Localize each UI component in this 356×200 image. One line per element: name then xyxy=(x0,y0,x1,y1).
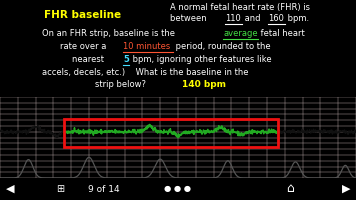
Text: ● ● ●: ● ● ● xyxy=(164,184,192,194)
Text: 9 of 14: 9 of 14 xyxy=(88,184,120,194)
Text: ⌂: ⌂ xyxy=(286,182,294,196)
Text: average: average xyxy=(223,29,258,38)
Text: and: and xyxy=(242,14,263,23)
Text: period, rounded to the: period, rounded to the xyxy=(173,42,271,51)
Text: ▶: ▶ xyxy=(342,184,350,194)
Text: nearest: nearest xyxy=(72,55,107,64)
Text: 110: 110 xyxy=(225,14,241,23)
Text: between: between xyxy=(170,14,209,23)
Bar xyxy=(64,119,278,147)
Text: bpm.: bpm. xyxy=(285,14,309,23)
Text: ◀: ◀ xyxy=(6,184,14,194)
Text: fetal heart: fetal heart xyxy=(258,29,305,38)
Text: bpm, ignoring other features like: bpm, ignoring other features like xyxy=(130,55,272,64)
Text: accels, decels, etc.)    What is the baseline in the: accels, decels, etc.) What is the baseli… xyxy=(42,68,248,77)
Text: rate over a: rate over a xyxy=(60,42,109,51)
Text: ⊞: ⊞ xyxy=(56,184,64,194)
Text: FHR baseline: FHR baseline xyxy=(44,10,121,20)
Text: 5: 5 xyxy=(123,55,129,64)
Text: strip below?: strip below? xyxy=(95,80,154,89)
Text: 10 minutes: 10 minutes xyxy=(123,42,170,51)
Text: 160: 160 xyxy=(268,14,284,23)
Text: A normal fetal heart rate (FHR) is: A normal fetal heart rate (FHR) is xyxy=(170,3,310,12)
Text: On an FHR strip, baseline is the: On an FHR strip, baseline is the xyxy=(42,29,178,38)
Text: 140 bpm: 140 bpm xyxy=(182,80,226,89)
